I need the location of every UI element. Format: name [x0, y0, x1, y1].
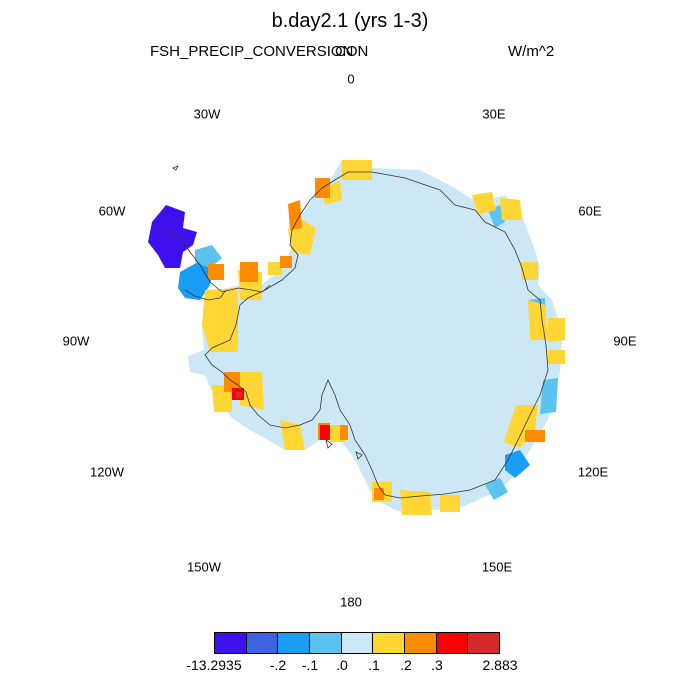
cell-positive-low [548, 318, 565, 342]
lon-label-90e: 90E [613, 333, 637, 349]
lon-label-60w: 60W [98, 203, 126, 219]
colorbar-swatch [245, 633, 278, 653]
colorbar-swatch [435, 633, 468, 653]
plot-title: b.day2.1 (yrs 1-3) [271, 10, 429, 32]
cell-deep-negative [148, 205, 197, 268]
cell-positive-low [268, 262, 282, 275]
cell-positive-mid [288, 200, 302, 230]
lon-label-0: 0 [347, 71, 355, 87]
cell-positive-low [202, 288, 238, 352]
cell-weak-negative [540, 378, 558, 414]
lon-label-120e: 120E [577, 464, 609, 480]
island-outline [355, 451, 363, 460]
cell-positive-low [400, 490, 432, 515]
cell-positive-mid [224, 372, 240, 392]
cell-positive-low [472, 192, 496, 214]
colorbar-swatch [277, 633, 310, 653]
colorbar-swatch [309, 633, 341, 653]
island-outline [325, 439, 333, 449]
colorbar-label: -13.2935 [186, 657, 242, 673]
lon-label-60e: 60E [578, 203, 602, 219]
cell-positive-low [322, 180, 342, 205]
island-outline [172, 165, 179, 171]
cell-positive-mid [525, 430, 545, 442]
cell-positive-low [548, 350, 565, 364]
cell-positive-mid [280, 256, 292, 268]
lon-label-150w: 150W [187, 559, 221, 575]
colorbar-swatch [467, 633, 500, 653]
cell-positive-high [320, 425, 330, 440]
region-label: CON [335, 43, 369, 60]
lon-label-30w: 30W [193, 106, 221, 122]
colorbar-swatch [372, 633, 405, 653]
colorbar-label: -.1 [301, 657, 319, 673]
lon-label-150e: 150E [481, 559, 513, 575]
colorbar-swatch [404, 633, 436, 653]
lon-label-120w: 120W [90, 464, 124, 480]
colorbar-label: -.2 [269, 657, 287, 673]
cell-positive-low [240, 372, 264, 410]
cell-positive-low [528, 300, 548, 340]
coastline [204, 171, 549, 499]
cell-positive-high [236, 392, 242, 398]
units-label: W/m^2 [508, 43, 555, 60]
colorbar-swatch [215, 633, 246, 653]
cell-positive-mid [374, 488, 384, 500]
cell-positive-low [440, 495, 460, 512]
colorbar-label: .0 [336, 657, 348, 673]
cell-positive-low [342, 160, 372, 180]
peninsula-outline [164, 229, 271, 293]
colorbar-swatch [340, 633, 373, 653]
colorbar-label: .3 [431, 657, 443, 673]
cell-positive-mid [208, 264, 224, 280]
lon-label-30e: 30E [482, 106, 506, 122]
colorbar [214, 632, 500, 654]
cell-positive-mid [240, 262, 258, 282]
cell-weak-negative [485, 478, 508, 500]
peninsula-outline [184, 289, 227, 301]
colorbar-label: .1 [368, 657, 380, 673]
cell-weak-negative [195, 245, 222, 268]
lon-label-90w: 90W [62, 333, 90, 349]
cell-positive-low [520, 262, 538, 280]
cell-positive-low [500, 198, 522, 220]
cell-positive-mid [340, 425, 348, 440]
variable-name: FSH_PRECIP_CONVERSION [150, 43, 354, 60]
colorbar-label: 2.883 [482, 657, 518, 673]
colorbar-label: .2 [400, 657, 412, 673]
lon-label-180: 180 [340, 594, 362, 610]
cell-strong-negative [505, 450, 530, 478]
